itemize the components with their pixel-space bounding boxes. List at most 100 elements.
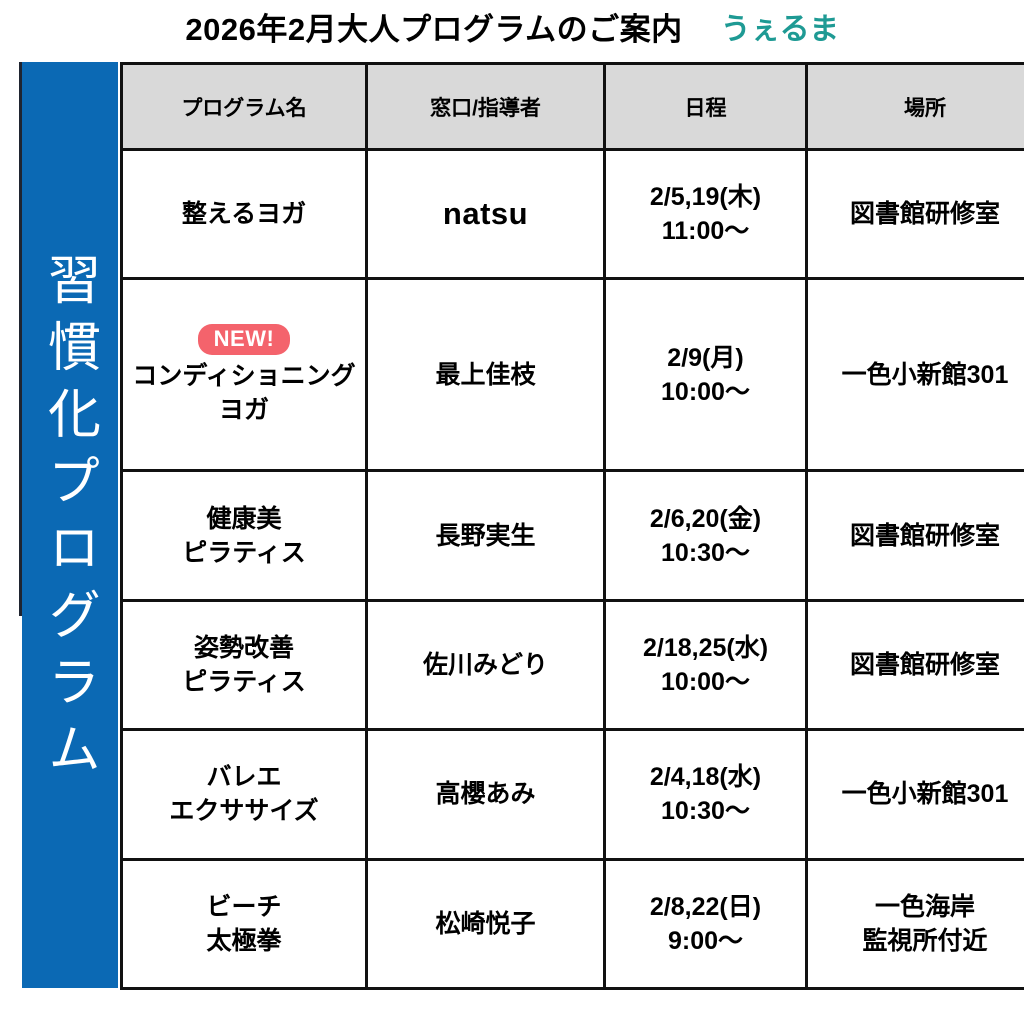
schedule-lines: 2/18,25(水) 10:00〜	[610, 632, 801, 698]
table-row: ビーチ太極拳 松崎悦子 2/8,22(日) 9:00〜 一色海岸監視所付近	[120, 857, 1024, 991]
location-lines: 図書館研修室	[812, 520, 1024, 552]
schedule-time: 10:30〜	[661, 538, 750, 567]
program-name-lines: NEW! コンディショニング ヨガ	[127, 324, 361, 425]
schedule-dates: 2/6,20(金)	[649, 504, 762, 533]
program-table: プログラム名 窓口/指導者 日程 場所 整えるヨガ natsu 2/5,19(木) 1…	[120, 62, 1024, 991]
cell-program-name: ビーチ 太極拳	[120, 857, 368, 991]
location-lines: 図書館研修室	[812, 649, 1024, 681]
cell-instructor: 最上佳枝	[365, 277, 606, 473]
sidebar-habit-program: 習慣化プログラム	[22, 62, 118, 988]
location-lines: 一色海岸 監視所付近	[812, 891, 1024, 957]
cell-program-name: NEW! コンディショニング ヨガ	[120, 277, 368, 473]
location-lines: 一色小新館301	[812, 778, 1024, 810]
location-lines: 一色小新館301	[812, 359, 1024, 391]
instructor-name: 高櫻あみ	[435, 780, 536, 809]
table-row: NEW! コンディショニング ヨガ 最上佳枝 2/9(月) 10:00〜 一色小新館301	[120, 277, 1024, 473]
schedule-dates: 2/18,25(水)	[642, 633, 769, 662]
cell-schedule: 2/8,22(日) 9:00〜	[603, 857, 808, 991]
cell-program-name: 整えるヨガ	[120, 147, 368, 281]
column-header-location: 場所	[805, 62, 1024, 151]
table-row: 整えるヨガ natsu 2/5,19(木) 11:00〜 図書館研修室	[120, 147, 1024, 281]
instructor-name: natsu	[442, 196, 529, 232]
location-line-1: 図書館研修室	[849, 650, 1000, 679]
cell-schedule: 2/6,20(金) 10:30〜	[603, 469, 808, 602]
location-line-1: 一色海岸	[874, 892, 975, 921]
location-line-2: 監視所付近	[862, 926, 988, 955]
table-head: プログラム名 窓口/指導者 日程 場所	[120, 62, 1024, 151]
cell-instructor: natsu	[365, 147, 606, 281]
table-row: バレエエクササイズ 高櫻あみ 2/4,18(水) 10:30〜 一色小新館301	[120, 728, 1024, 861]
program-name-line-1: コンディショニング	[132, 361, 356, 390]
schedule-time: 10:00〜	[661, 667, 750, 696]
schedule-dates: 2/9(月)	[667, 343, 744, 372]
sidebar-label: 習慣化プログラム	[40, 252, 100, 788]
program-name-line-2: ピラティス	[182, 538, 306, 567]
cell-location: 一色小新館301	[805, 728, 1024, 861]
table-row: 健康美ピラティス 長野実生 2/6,20(金) 10:30〜 図書館研修室	[120, 469, 1024, 602]
program-name-line-2: ピラティス	[182, 667, 306, 696]
table-body: 整えるヨガ natsu 2/5,19(木) 11:00〜 図書館研修室 NEW! コンディシ…	[120, 147, 1024, 991]
sidebar-accent-bar	[19, 62, 24, 616]
program-name-line-1: 姿勢改善	[193, 633, 294, 662]
program-name-lines: 整えるヨガ	[127, 198, 361, 230]
cell-program-name: 健康美 ピラティス	[120, 469, 368, 602]
cell-instructor: 松崎悦子	[365, 857, 606, 991]
schedule-time: 10:00〜	[661, 377, 750, 406]
schedule-lines: 2/5,19(木) 11:00〜	[610, 181, 801, 247]
cell-schedule: 2/5,19(木) 11:00〜	[603, 147, 808, 281]
page-title: 2026年2月大人プログラムのご案内	[185, 11, 683, 47]
program-name-lines: ビーチ 太極拳	[127, 891, 361, 957]
schedule-time: 10:30〜	[661, 797, 750, 826]
cell-instructor: 佐川みどり	[365, 598, 606, 732]
welluma-logo: うぇるま	[720, 13, 840, 46]
program-name-lines: バレエ エクササイズ	[127, 761, 361, 827]
column-header-schedule: 日程	[603, 62, 808, 151]
program-name-line-1: 整えるヨガ	[181, 200, 307, 229]
instructor-name: 松崎悦子	[435, 909, 536, 938]
schedule-dates: 2/8,22(日)	[649, 892, 762, 921]
cell-instructor: 高櫻あみ	[365, 728, 606, 861]
cell-location: 図書館研修室	[805, 147, 1024, 281]
program-name-line-1: ビーチ	[206, 892, 282, 921]
schedule-time: 9:00〜	[667, 926, 744, 955]
table-header-row: プログラム名 窓口/指導者 日程 場所	[120, 62, 1024, 151]
location-lines: 図書館研修室	[812, 198, 1024, 230]
column-header-program-name: プログラム名	[120, 62, 368, 151]
schedule-dates: 2/4,18(水)	[649, 763, 762, 792]
cell-program-name: 姿勢改善 ピラティス	[120, 598, 368, 732]
cell-schedule: 2/9(月) 10:00〜	[603, 277, 808, 473]
location-line-1: 図書館研修室	[849, 521, 1000, 550]
program-name-line-1: 健康美	[206, 504, 282, 533]
instructor-name: 佐川みどり	[422, 650, 548, 679]
cell-schedule: 2/18,25(水) 10:00〜	[603, 598, 808, 732]
cell-location: 図書館研修室	[805, 469, 1024, 602]
schedule-time: 11:00〜	[661, 217, 750, 246]
instructor-name: 長野実生	[435, 521, 536, 550]
cell-location: 一色小新館301	[805, 277, 1024, 473]
cell-program-name: バレエ エクササイズ	[120, 728, 368, 861]
cell-location: 一色海岸 監視所付近	[805, 857, 1024, 991]
program-name-line-2: ヨガ	[218, 395, 269, 424]
schedule-dates: 2/5,19(木)	[649, 183, 762, 212]
schedule-lines: 2/4,18(水) 10:30〜	[610, 761, 801, 827]
program-name-line-2: 太極拳	[206, 926, 282, 955]
program-name-lines: 健康美 ピラティス	[127, 503, 361, 569]
schedule-lines: 2/6,20(金) 10:30〜	[610, 503, 801, 569]
cell-schedule: 2/4,18(水) 10:30〜	[603, 728, 808, 861]
location-line-1: 図書館研修室	[849, 200, 1000, 229]
schedule-lines: 2/8,22(日) 9:00〜	[610, 891, 801, 957]
program-name-line-1: バレエ	[206, 763, 282, 792]
program-name-lines: 姿勢改善 ピラティス	[127, 632, 361, 698]
cell-instructor: 長野実生	[365, 469, 606, 602]
program-name-line-2: エクササイズ	[169, 797, 319, 826]
program-table-wrapper: プログラム名 窓口/指導者 日程 場所 整えるヨガ natsu 2/5,19(木) 1…	[120, 62, 1024, 991]
schedule-lines: 2/9(月) 10:00〜	[610, 342, 801, 408]
column-header-instructor: 窓口/指導者	[365, 62, 606, 151]
location-line-1: 一色小新館301	[841, 360, 1009, 389]
instructor-name: 最上佳枝	[435, 360, 536, 389]
location-line-1: 一色小新館301	[841, 780, 1009, 809]
cell-location: 図書館研修室	[805, 598, 1024, 732]
flyer-header: 2026年2月大人プログラムのご案内 うぇるま	[0, 0, 1024, 58]
table-row: 姿勢改善ピラティス 佐川みどり 2/18,25(水) 10:00〜 図書館研修室	[120, 598, 1024, 732]
